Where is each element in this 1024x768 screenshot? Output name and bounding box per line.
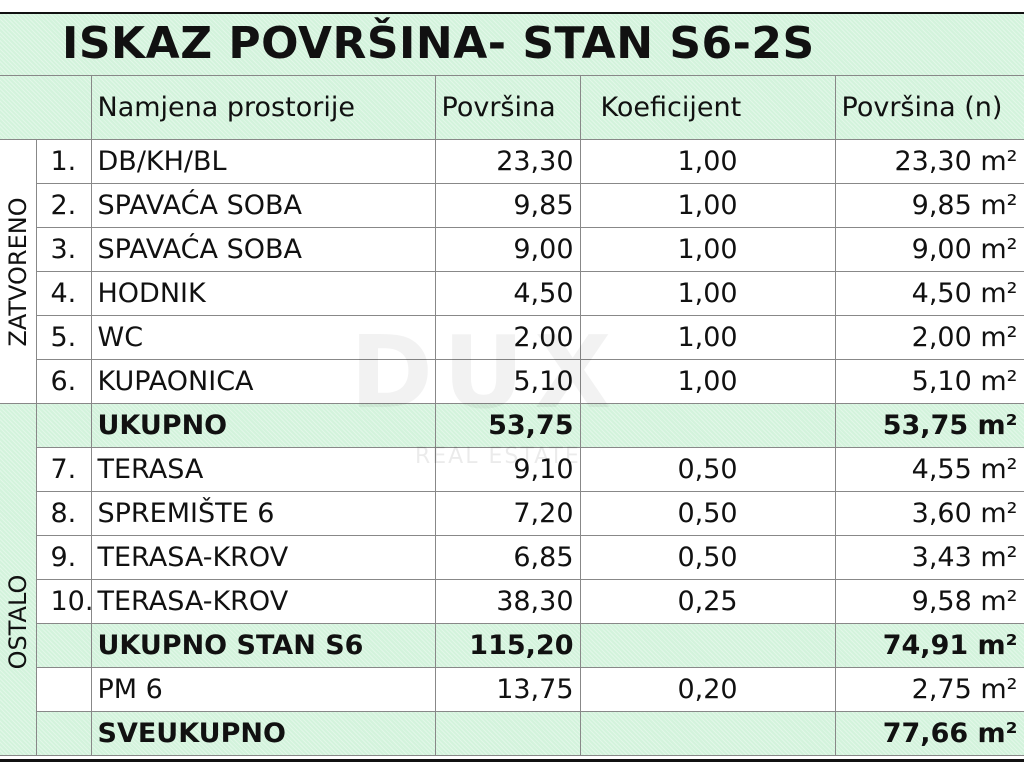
room-area: 5,10 bbox=[434, 359, 581, 404]
table-row: 8. SPREMIŠTE 6 7,20 0,50 3,60 m² bbox=[0, 491, 1024, 536]
total-row: UKUPNO STAN S6 115,20 74,91 m² bbox=[0, 623, 1024, 668]
room-name: UKUPNO bbox=[90, 403, 436, 448]
room-area: 23,30 bbox=[434, 139, 581, 184]
table-row: 4. HODNIK 4,50 1,00 4,50 m² bbox=[0, 271, 1024, 316]
table-row: 6. KUPAONICA 5,10 1,00 5,10 m² bbox=[0, 359, 1024, 404]
room-name: HODNIK bbox=[90, 271, 436, 316]
total-row: OSTALO UKUPNO 53,75 53,75 m² bbox=[0, 403, 1024, 756]
table-row: 5. WC 2,00 1,00 2,00 m² bbox=[0, 315, 1024, 360]
room-area: 7,20 bbox=[434, 491, 581, 536]
header-net: Površina (n) bbox=[834, 75, 1024, 140]
total-row: SVEUKUPNO 77,66 m² bbox=[0, 711, 1024, 756]
room-area: 9,85 bbox=[434, 183, 581, 228]
title-row: ISKAZ POVRŠINA- STAN S6-2S bbox=[0, 14, 1024, 76]
room-area: 2,00 bbox=[434, 315, 581, 360]
room-net-area: 9,85 m² bbox=[834, 183, 1024, 228]
row-number: 7. bbox=[35, 447, 92, 492]
room-coefficient: 0,50 bbox=[579, 491, 836, 536]
room-area: 38,30 bbox=[434, 579, 581, 624]
table-row: 2. SPAVAĆA SOBA 9,85 1,00 9,85 m² bbox=[0, 183, 1024, 228]
room-net-area: 23,30 m² bbox=[834, 139, 1024, 184]
room-name: WC bbox=[90, 315, 436, 360]
room-name: PM 6 bbox=[90, 667, 436, 712]
room-net-area: 9,00 m² bbox=[834, 227, 1024, 272]
room-name: SPREMIŠTE 6 bbox=[90, 491, 436, 536]
header-area: Površina bbox=[434, 75, 581, 140]
row-number: 1. bbox=[35, 139, 92, 184]
room-coefficient: 1,00 bbox=[579, 359, 836, 404]
room-coefficient: 1,00 bbox=[579, 139, 836, 184]
row-number: 5. bbox=[35, 315, 92, 360]
room-net-area: 5,10 m² bbox=[834, 359, 1024, 404]
table-row: 9. TERASA-KROV 6,85 0,50 3,43 m² bbox=[0, 535, 1024, 580]
group-closed-label: ZATVORENO bbox=[0, 139, 37, 404]
room-coefficient: 0,50 bbox=[579, 535, 836, 580]
table-row: PM 6 13,75 0,20 2,75 m² bbox=[0, 667, 1024, 712]
room-net-area: 74,91 m² bbox=[834, 623, 1024, 668]
row-number: 9. bbox=[35, 535, 92, 580]
room-name: TERASA-KROV bbox=[90, 579, 436, 624]
room-coefficient: 1,00 bbox=[579, 315, 836, 360]
header-coef: Koeficijent bbox=[579, 75, 836, 140]
room-coefficient bbox=[579, 403, 836, 448]
table-row: 10. TERASA-KROV 38,30 0,25 9,58 m² bbox=[0, 579, 1024, 624]
room-net-area: 53,75 m² bbox=[834, 403, 1024, 448]
header-name: Namjena prostorije bbox=[90, 75, 436, 140]
table-row: 7. TERASA 9,10 0,50 4,55 m² bbox=[0, 447, 1024, 492]
room-net-area: 3,43 m² bbox=[834, 535, 1024, 580]
row-number bbox=[35, 711, 92, 756]
header-row: Namjena prostorije Površina Koeficijent … bbox=[0, 75, 1024, 140]
area-table: Namjena prostorije Površina Koeficijent … bbox=[0, 75, 1024, 756]
row-number bbox=[35, 667, 92, 712]
room-area: 53,75 bbox=[434, 403, 581, 448]
room-coefficient: 0,20 bbox=[579, 667, 836, 712]
room-name: TERASA-KROV bbox=[90, 535, 436, 580]
room-area: 4,50 bbox=[434, 271, 581, 316]
room-area: 13,75 bbox=[434, 667, 581, 712]
area-table-sheet: ISKAZ POVRŠINA- STAN S6-2S Namjena prost… bbox=[0, 12, 1024, 762]
room-name: SVEUKUPNO bbox=[90, 711, 436, 756]
room-area: 6,85 bbox=[434, 535, 581, 580]
room-net-area: 3,60 m² bbox=[834, 491, 1024, 536]
room-name: SPAVAĆA SOBA bbox=[90, 183, 436, 228]
row-number: 2. bbox=[35, 183, 92, 228]
row-number: 3. bbox=[35, 227, 92, 272]
row-number bbox=[35, 403, 92, 448]
room-net-area: 4,55 m² bbox=[834, 447, 1024, 492]
row-number: 6. bbox=[35, 359, 92, 404]
row-number bbox=[35, 623, 92, 668]
room-coefficient: 1,00 bbox=[579, 271, 836, 316]
room-name: SPAVAĆA SOBA bbox=[90, 227, 436, 272]
room-area bbox=[434, 711, 581, 756]
table-row: ZATVORENO 1. DB/KH/BL 23,30 1,00 23,30 m² bbox=[0, 139, 1024, 404]
room-coefficient: 0,50 bbox=[579, 447, 836, 492]
row-number: 10. bbox=[35, 579, 92, 624]
room-net-area: 2,75 m² bbox=[834, 667, 1024, 712]
group-other-label: OSTALO bbox=[0, 403, 37, 756]
room-area: 9,10 bbox=[434, 447, 581, 492]
room-coefficient: 1,00 bbox=[579, 227, 836, 272]
row-number: 8. bbox=[35, 491, 92, 536]
room-name: UKUPNO STAN S6 bbox=[90, 623, 436, 668]
room-coefficient bbox=[579, 711, 836, 756]
row-number: 4. bbox=[35, 271, 92, 316]
room-net-area: 4,50 m² bbox=[834, 271, 1024, 316]
header-blank bbox=[0, 75, 92, 140]
room-coefficient: 1,00 bbox=[579, 183, 836, 228]
room-area: 9,00 bbox=[434, 227, 581, 272]
page-title: ISKAZ POVRŠINA- STAN S6-2S bbox=[62, 18, 815, 69]
room-coefficient bbox=[579, 623, 836, 668]
table-row: 3. SPAVAĆA SOBA 9,00 1,00 9,00 m² bbox=[0, 227, 1024, 272]
room-area: 115,20 bbox=[434, 623, 581, 668]
room-name: TERASA bbox=[90, 447, 436, 492]
room-coefficient: 0,25 bbox=[579, 579, 836, 624]
room-net-area: 9,58 m² bbox=[834, 579, 1024, 624]
room-name: KUPAONICA bbox=[90, 359, 436, 404]
room-net-area: 2,00 m² bbox=[834, 315, 1024, 360]
room-net-area: 77,66 m² bbox=[834, 711, 1024, 756]
room-name: DB/KH/BL bbox=[90, 139, 436, 184]
